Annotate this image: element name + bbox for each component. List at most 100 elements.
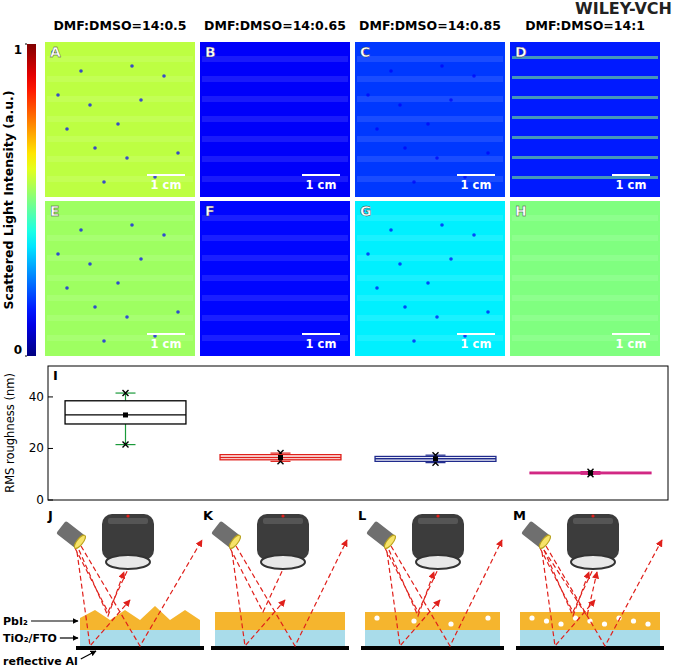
coating-stripe [357,215,503,221]
defect-dot [389,69,393,73]
coating-stripe [512,136,658,139]
scale-bar [302,174,340,176]
defect-dot [472,74,476,78]
layer-label: PbI₂ [3,615,28,628]
defect-dot [426,281,430,285]
defect-dot [93,305,97,309]
defect-dot [162,233,166,237]
void [631,618,636,623]
coating-stripe [512,255,658,261]
mean-marker [123,412,128,417]
light-source [56,521,87,550]
image-panel: D1 cm [510,42,660,197]
coating-stripe [202,56,348,62]
coating-stripe [47,315,193,321]
image-panel: E1 cm [45,201,195,356]
tio2-fto-layer [215,630,345,646]
coating-stripe [202,96,348,102]
defect-dot [403,305,407,309]
defect-dot [366,252,370,256]
defect-dot [472,233,476,237]
camera-dot [436,514,439,517]
coating-stripe [512,315,658,321]
camera-dot [126,514,129,517]
pbi2-layer [80,606,200,630]
coating-stripe [357,136,503,142]
panel-letter: B [205,44,216,60]
tio2-fto-layer [80,630,200,646]
camera-body [567,514,619,560]
coating-stripe [47,116,193,122]
mean-marker [433,456,438,461]
defect-dot [139,98,143,102]
scale-bar [457,174,495,176]
coating-stripe [202,255,348,261]
camera-body [412,514,464,560]
coating-stripe [202,116,348,122]
y-axis-title: RMS roughness (nm) [3,373,17,493]
colorbar-tick [25,44,27,45]
void [558,621,563,626]
scale-bar-label: 1 cm [616,178,647,192]
defect-dot [440,64,444,68]
light-source [366,521,397,550]
defect-dot [176,151,180,155]
void [645,621,650,626]
coating-stripe [512,235,658,241]
scale-bar-label: 1 cm [461,178,492,192]
defect-dot [139,257,143,261]
coating-stripe [357,96,503,102]
al-reflector [361,646,504,650]
scale-bar-label: 1 cm [616,337,647,351]
image-panel: C1 cm [355,42,505,197]
light-lens [228,534,243,550]
defect-dot [125,315,129,319]
coating-stripe [202,295,348,301]
box-marks [65,390,651,477]
defect-dot [65,127,69,131]
column-title: DMF:DMSO=14:0.5 [53,18,186,33]
defect-dot [88,103,92,107]
scale-bar [147,333,185,335]
box [65,390,186,448]
camera-ring [573,518,613,524]
tio2-fto-layer [365,630,500,646]
scale-bar-label: 1 cm [461,337,492,351]
colorbar-tick-label: 1 [14,43,22,57]
camera-dot [591,514,594,517]
scale-bar-label: 1 cm [151,178,182,192]
void [529,615,534,620]
defect-dot [449,257,453,261]
image-panel: B1 cm [200,42,350,197]
al-reflector [516,646,664,650]
light-ray [391,540,502,646]
extreme-marker [123,390,129,396]
defect-dot [449,98,453,102]
void [602,621,607,626]
extreme-marker [588,471,594,477]
defect-dot [56,252,60,256]
extreme-marker [123,442,129,448]
defect-dot [486,151,490,155]
void [485,615,490,620]
defect-dot [65,286,69,290]
coating-stripe [512,76,658,79]
defect-dot [435,156,439,160]
defect-dot [130,223,134,227]
scale-bar [457,333,495,335]
colorbar-tick-label: 0 [14,343,22,357]
coating-stripe [512,156,658,159]
coating-stripe [357,116,503,122]
coating-stripe [202,156,348,162]
light-source [211,521,242,550]
scatter-map [510,201,660,356]
light-lens [383,534,398,550]
scatter-map [45,201,195,356]
panel-letter: L [358,508,366,523]
mean-marker [278,455,283,460]
coating-stripe [47,56,193,62]
coating-stripe [512,96,658,99]
defect-dot [93,146,97,150]
coating-stripe [47,76,193,82]
coating-stripe [512,275,658,281]
